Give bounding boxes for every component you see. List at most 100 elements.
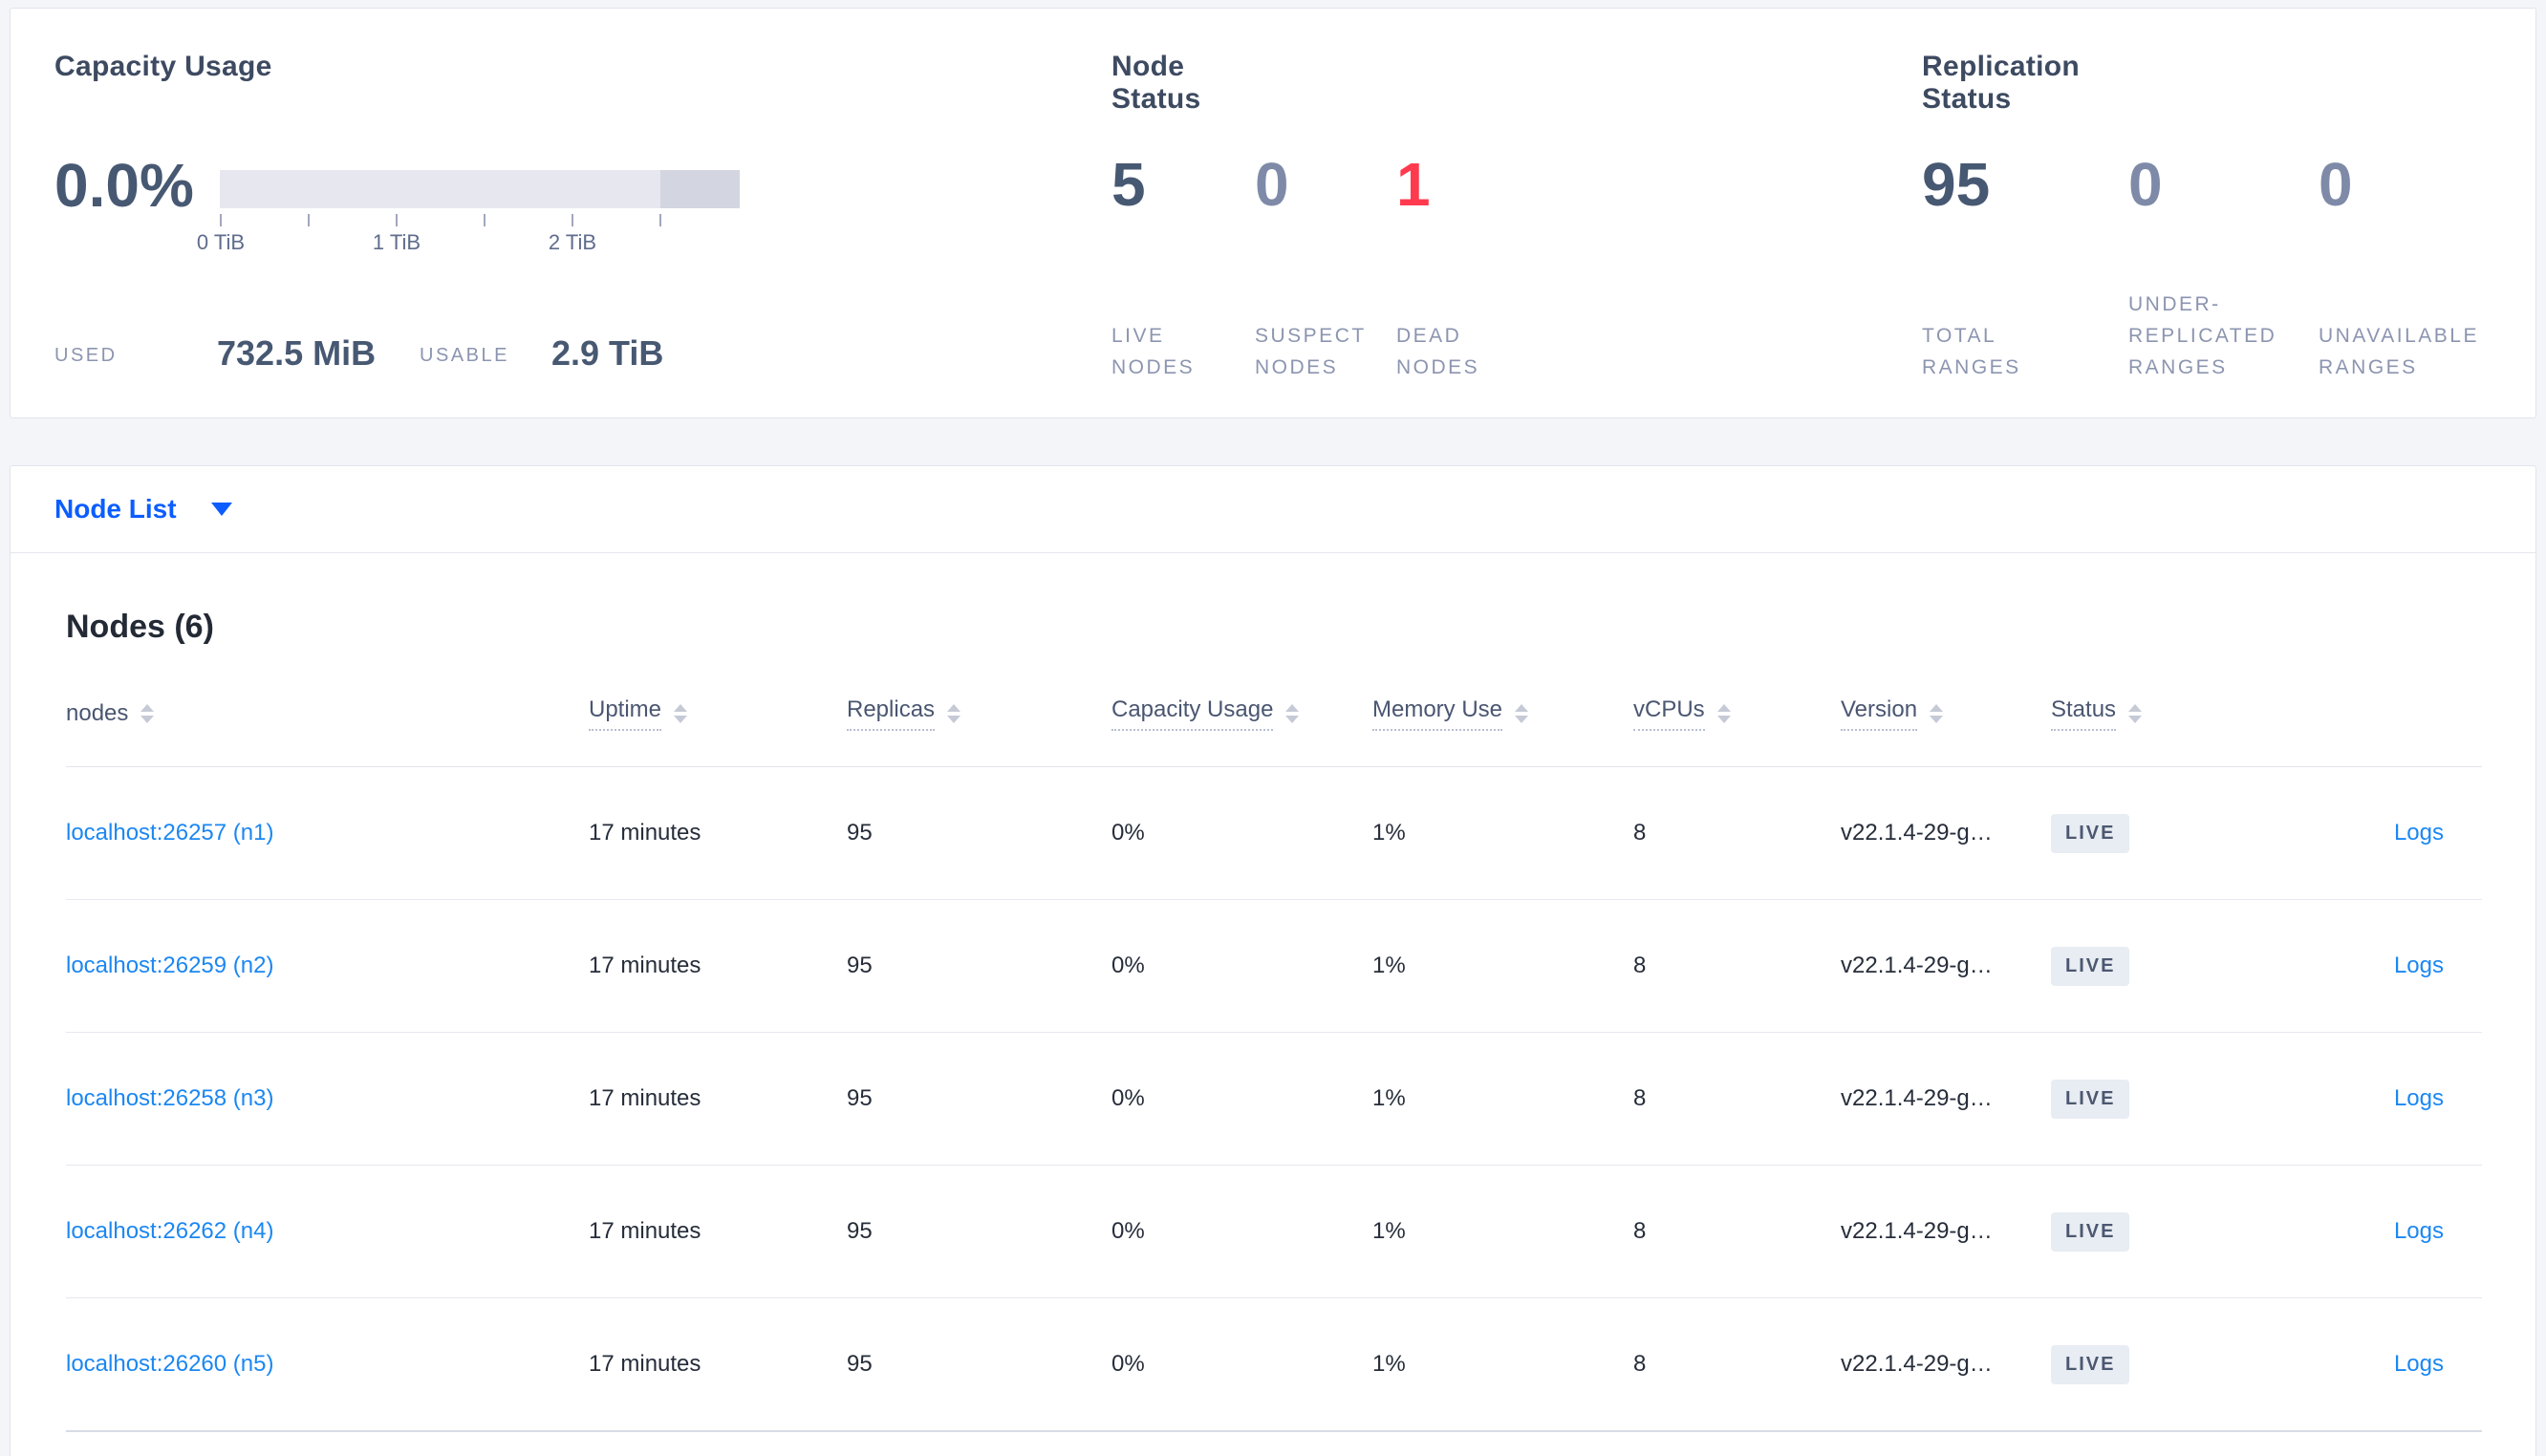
vcpus-cell: 8 [1633, 1032, 1841, 1166]
uptime-cell: 17 minutes [589, 1165, 847, 1298]
replication-status-metrics: 95 TOTAL RANGES 0 UNDER-REPLICATED RANGE… [1922, 150, 2546, 383]
version-cell: v22.1.4-29-g… [1841, 1165, 2051, 1298]
uptime-cell: 17 minutes [589, 1032, 847, 1166]
nodes-count-title: Nodes (6) [66, 609, 214, 645]
table-row: localhost:26257 (n1) 17 minutes 95 0% 1%… [66, 766, 2482, 900]
view-selector-bar: Node List [11, 466, 2535, 553]
axis-label-0tib: 0 TiB [196, 230, 246, 254]
capacity-bar-chart: 0 TiB 1 TiB 2 TiB [197, 170, 740, 257]
axis-label-1tib: 1 TiB [372, 230, 421, 254]
capacity-usage-cell: 0% [1111, 1032, 1372, 1166]
dead-nodes-metric: 1 DEAD NODES [1396, 150, 1587, 383]
column-header-replicas[interactable]: Replicas [847, 661, 1111, 767]
under-replicated-ranges-label: UNDER-REPLICATED RANGES [2128, 293, 2277, 378]
under-replicated-ranges-value: 0 [2128, 150, 2163, 219]
column-header-status[interactable]: Status [2051, 661, 2314, 767]
usable-label: USABLE [420, 345, 509, 366]
node-link[interactable]: localhost:26260 (n5) [66, 1351, 274, 1377]
table-row: localhost:26262 (n4) 17 minutes 95 0% 1%… [66, 1165, 2482, 1298]
column-header-version[interactable]: Version [1841, 661, 2051, 767]
vcpus-cell: 8 [1633, 899, 1841, 1033]
status-badge: LIVE [2051, 946, 2130, 986]
total-ranges-label: TOTAL RANGES [1922, 325, 2021, 378]
suspect-nodes-label: SUSPECT NODES [1255, 325, 1367, 378]
capacity-percent: 0.0% [54, 151, 194, 220]
replicas-cell: 95 [847, 766, 1111, 900]
unavailable-ranges-value: 0 [2319, 150, 2353, 219]
capacity-axis-ticks [220, 214, 740, 227]
dead-nodes-label: DEAD NODES [1396, 325, 1480, 378]
memory-use-cell: 1% [1372, 1032, 1633, 1166]
total-ranges-value: 95 [1922, 150, 1991, 219]
memory-use-cell: 1% [1372, 766, 1633, 900]
node-link[interactable]: localhost:26259 (n2) [66, 953, 274, 978]
unavailable-ranges-metric: 0 UNAVAILABLE RANGES [2319, 150, 2546, 383]
uptime-cell: 17 minutes [589, 899, 847, 1033]
live-nodes-value: 5 [1111, 150, 1146, 219]
sort-icon [1716, 704, 1731, 723]
sort-icon [2128, 704, 2143, 723]
capacity-bar [220, 170, 740, 208]
overview-summary-card: Capacity Usage 0.0% 0 TiB 1 TiB 2 TiB [10, 8, 2536, 418]
replicas-cell: 95 [847, 1032, 1111, 1166]
logs-link[interactable]: Logs [2393, 820, 2444, 846]
nodes-table-header: nodes Uptime Replicas Capacity Usag [66, 661, 2482, 767]
uptime-cell: 17 minutes [589, 1297, 847, 1432]
replicas-cell: 95 [847, 899, 1111, 1033]
axis-label-2tib: 2 TiB [548, 230, 597, 254]
memory-use-cell: 1% [1372, 899, 1633, 1033]
vcpus-cell: 8 [1633, 1297, 1841, 1432]
under-replicated-ranges-metric: 0 UNDER-REPLICATED RANGES [2128, 150, 2319, 383]
vcpus-cell: 8 [1633, 1165, 1841, 1298]
capacity-axis-labels: 0 TiB 1 TiB 2 TiB [197, 230, 740, 257]
node-link[interactable]: localhost:26258 (n3) [66, 1085, 274, 1111]
column-header-uptime[interactable]: Uptime [589, 661, 847, 767]
version-cell: v22.1.4-29-g… [1841, 1297, 2051, 1432]
replicas-cell: 95 [847, 1297, 1111, 1432]
memory-use-cell: 1% [1372, 1165, 1633, 1298]
capacity-bar-other-segment [659, 170, 740, 208]
status-badge: LIVE [2051, 1211, 2130, 1252]
logs-link[interactable]: Logs [2393, 1218, 2444, 1244]
version-cell: v22.1.4-29-g… [1841, 899, 2051, 1033]
node-list-card: Node List Nodes (6) nodes [10, 465, 2536, 1456]
node-status-title: Node Status [1111, 51, 1201, 115]
used-label: USED [54, 345, 118, 366]
table-row: localhost:26258 (n3) 17 minutes 95 0% 1%… [66, 1032, 2482, 1166]
sort-icon [947, 704, 961, 723]
uptime-cell: 17 minutes [589, 766, 847, 900]
version-cell: v22.1.4-29-g… [1841, 1032, 2051, 1166]
suspect-nodes-value: 0 [1255, 150, 1289, 219]
dead-nodes-value: 1 [1396, 150, 1431, 219]
vcpus-cell: 8 [1633, 766, 1841, 900]
capacity-usage-cell: 0% [1111, 899, 1372, 1033]
column-header-memory-use[interactable]: Memory Use [1372, 661, 1633, 767]
nodes-section: Nodes (6) nodes Uptime [11, 609, 2535, 1432]
node-link[interactable]: localhost:26257 (n1) [66, 820, 274, 846]
capacity-usage-title: Capacity Usage [54, 51, 272, 82]
memory-use-cell: 1% [1372, 1297, 1633, 1432]
node-status-metrics: 5 LIVE NODES 0 SUSPECT NODES 1 DEAD NODE… [1111, 150, 1587, 383]
nodes-table-body: localhost:26257 (n1) 17 minutes 95 0% 1%… [66, 766, 2482, 1432]
logs-link[interactable]: Logs [2393, 1085, 2444, 1111]
sort-icon [674, 704, 688, 723]
logs-link[interactable]: Logs [2393, 953, 2444, 978]
unavailable-ranges-label: UNAVAILABLE RANGES [2319, 325, 2479, 378]
status-badge: LIVE [2051, 1079, 2130, 1119]
capacity-bar-usable-segment [220, 170, 660, 208]
version-cell: v22.1.4-29-g… [1841, 766, 2051, 900]
logs-link[interactable]: Logs [2393, 1351, 2444, 1377]
chevron-down-icon [210, 503, 232, 516]
capacity-usage-cell: 0% [1111, 1165, 1372, 1298]
view-selector-dropdown[interactable]: Node List [54, 494, 232, 525]
suspect-nodes-metric: 0 SUSPECT NODES [1255, 150, 1396, 383]
node-link[interactable]: localhost:26262 (n4) [66, 1218, 274, 1244]
column-header-nodes[interactable]: nodes [66, 661, 589, 767]
column-header-vcpus[interactable]: vCPUs [1633, 661, 1841, 767]
sort-icon [1285, 704, 1300, 723]
live-nodes-metric: 5 LIVE NODES [1111, 150, 1255, 383]
view-selector-label: Node List [54, 494, 177, 524]
usable-value: 2.9 TiB [551, 333, 664, 373]
column-header-capacity-usage[interactable]: Capacity Usage [1111, 661, 1372, 767]
